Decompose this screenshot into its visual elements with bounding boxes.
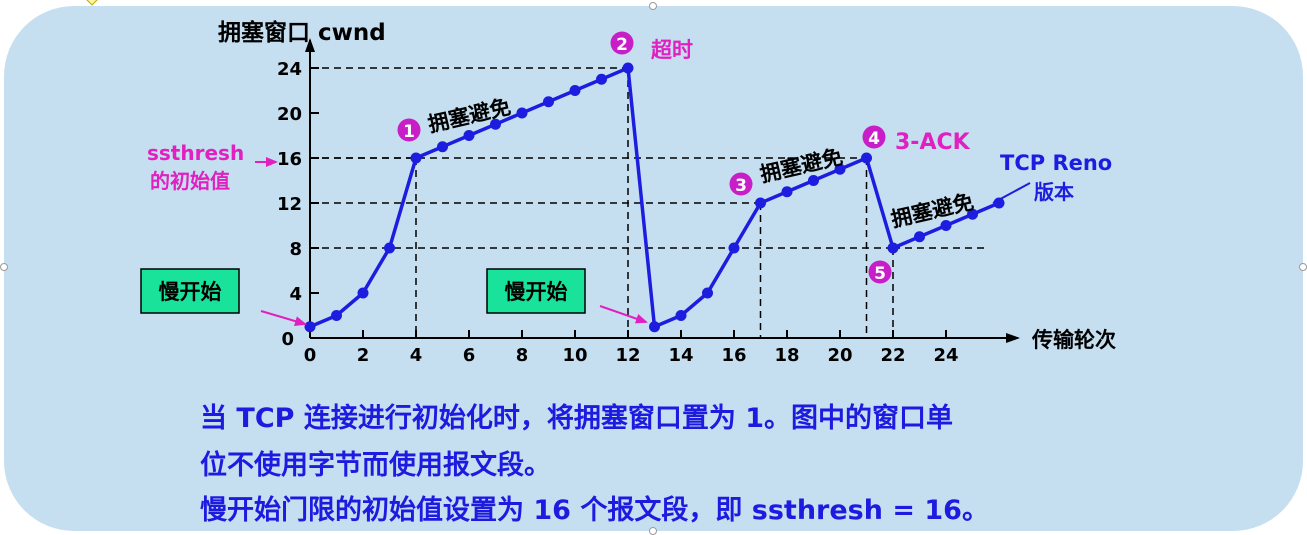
x-tick-label: 6: [463, 345, 476, 366]
slow-start-label-1: 慢开始: [159, 280, 222, 304]
slow-start-arrow-2: [599, 305, 648, 324]
y-tick-label: 24: [277, 59, 302, 80]
label-congestion-avoidance-3: 拥塞避免: [889, 190, 976, 232]
tcp-reno-pointer: [992, 182, 1031, 204]
data-point: [861, 152, 872, 164]
resize-handle-left[interactable]: [0, 263, 8, 271]
label-tcp-reno: TCP Reno: [1000, 151, 1112, 175]
label-timeout: 超时: [651, 38, 693, 62]
data-point: [569, 85, 581, 96]
x-tick-label: 18: [774, 345, 799, 366]
x-axis-label: 传输轮次: [1031, 328, 1116, 352]
y-axis-label: 拥塞窗口 cwnd: [218, 19, 386, 46]
data-point: [410, 152, 422, 164]
data-point: [781, 186, 793, 198]
x-tick-label: 24: [933, 345, 958, 366]
label-version: 版本: [1034, 180, 1074, 204]
marker-5-circle: [868, 260, 892, 284]
data-point: [755, 197, 766, 209]
note-line-2: 位不使用字节而使用报文段。: [200, 450, 551, 481]
data-point: [596, 73, 607, 85]
data-point: [516, 107, 528, 119]
marker-2-circle: [610, 31, 634, 55]
data-point: [357, 287, 369, 299]
data-point: [463, 130, 475, 141]
label-ssthresh: ssthresh: [147, 141, 244, 165]
marker-4-circle: [862, 125, 886, 149]
data-point: [728, 242, 740, 254]
label-ssthresh-initial: 的初始值: [150, 169, 230, 193]
data-point: [808, 175, 819, 186]
cwnd-series-line: [309, 66, 1000, 329]
data-point: [384, 242, 395, 254]
marker-4-number: 4: [868, 129, 880, 149]
y-tick-label: 0: [281, 329, 294, 350]
x-tick-label: 20: [827, 345, 852, 366]
x-tick-label: 22: [880, 345, 905, 366]
data-point: [437, 141, 448, 153]
data-point: [331, 310, 342, 321]
note-line-3: 慢开始门限的初始值设置为 16 个报文段，即 ssthresh = 16。: [200, 495, 989, 526]
x-tick-label: 10: [562, 345, 587, 366]
x-tick-label: 2: [357, 345, 370, 366]
x-tick-label: 14: [668, 345, 693, 366]
x-tick-label: 16: [721, 345, 746, 366]
data-point: [887, 242, 899, 254]
slow-start-arrow-1: [260, 310, 307, 326]
marker-3-circle: [729, 172, 753, 196]
data-point: [914, 231, 925, 243]
x-tick-label: 0: [304, 345, 317, 366]
marker-2-number: 2: [616, 35, 628, 55]
x-tick-label: 4: [410, 345, 423, 366]
marker-3-number: 3: [735, 176, 747, 196]
y-tick-label: 8: [289, 239, 302, 260]
data-point: [649, 321, 660, 333]
label-3-ack: 3-ACK: [895, 130, 971, 155]
marker-5-number: 5: [874, 264, 886, 284]
marker-1-number: 1: [403, 122, 415, 142]
slow-start-box-2: [486, 268, 586, 314]
slow-start-box-1: [140, 268, 240, 314]
y-tick-label: 20: [277, 104, 302, 125]
y-tick-label: 4: [289, 284, 302, 305]
marker-1-circle: [397, 118, 421, 142]
x-tick-label: 12: [615, 345, 640, 366]
data-point: [702, 287, 713, 299]
note-line-1: 当 TCP 连接进行初始化时，将拥塞窗口置为 1。图中的窗口单: [200, 403, 954, 434]
data-point: [967, 208, 978, 220]
y-tick-label: 12: [277, 194, 302, 215]
data-point: [675, 310, 687, 321]
data-point: [490, 118, 501, 130]
data-point: [834, 163, 846, 175]
data-point: [543, 96, 554, 108]
label-congestion-avoidance-2: 拥塞避免: [758, 145, 845, 187]
y-tick-label: 16: [277, 149, 302, 170]
data-point: [304, 321, 316, 333]
x-tick-label: 8: [516, 345, 529, 366]
data-point: [940, 220, 952, 231]
resize-handle-top[interactable]: [649, 2, 657, 10]
data-point: [622, 62, 634, 74]
slow-start-label-2: 慢开始: [505, 280, 568, 304]
